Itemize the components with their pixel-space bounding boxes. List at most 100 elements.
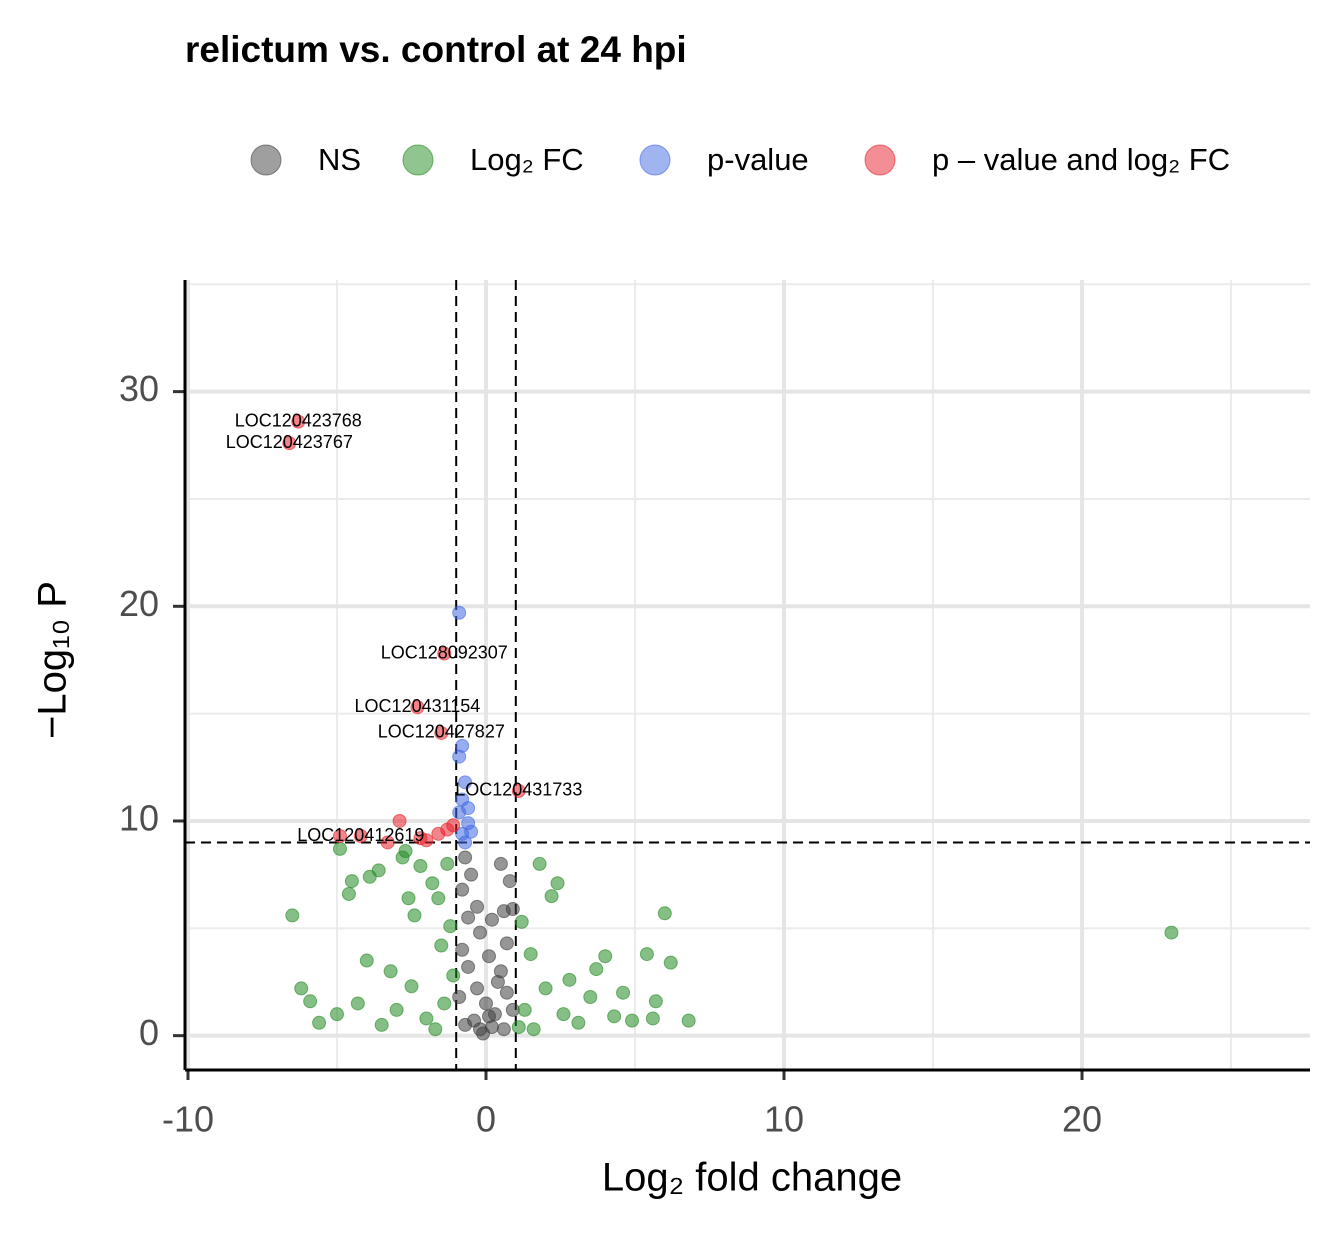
point — [496, 1022, 511, 1037]
point — [446, 818, 461, 833]
point — [401, 891, 416, 906]
point — [556, 1007, 571, 1022]
point — [455, 942, 470, 957]
point — [645, 1011, 660, 1026]
point — [341, 886, 356, 901]
point — [344, 874, 359, 889]
point — [461, 959, 476, 974]
point — [458, 1017, 473, 1032]
point — [407, 908, 422, 923]
point — [616, 985, 631, 1000]
y-tick-label: 0 — [139, 1012, 159, 1053]
point — [461, 910, 476, 925]
legend-marker — [250, 144, 282, 176]
y-tick-label: 10 — [119, 797, 159, 838]
point — [478, 996, 493, 1011]
point — [514, 914, 529, 929]
legend-marker — [864, 144, 896, 176]
point — [470, 899, 485, 914]
point — [470, 981, 485, 996]
point — [681, 1013, 696, 1028]
gene-label: LOC120423767 — [226, 432, 353, 452]
point — [431, 826, 446, 841]
point — [484, 912, 499, 927]
point — [374, 1017, 389, 1032]
legend-marker — [402, 144, 434, 176]
point — [648, 994, 663, 1009]
legend-label: Log₂ FC — [470, 142, 584, 177]
point — [458, 775, 473, 790]
point — [431, 891, 446, 906]
gene-label: LOC120431154 — [355, 696, 481, 716]
point — [639, 947, 654, 962]
point — [383, 964, 398, 979]
point — [380, 835, 395, 850]
point — [434, 725, 449, 740]
point — [443, 919, 458, 934]
point — [625, 1013, 640, 1028]
point — [392, 813, 407, 828]
y-tick-label: 30 — [119, 368, 159, 409]
point — [452, 990, 467, 1005]
point — [493, 964, 508, 979]
point — [419, 833, 434, 848]
point — [571, 1015, 586, 1030]
point — [532, 856, 547, 871]
point — [452, 749, 467, 764]
point — [583, 990, 598, 1005]
point — [282, 436, 297, 451]
point — [434, 938, 449, 953]
point — [499, 936, 514, 951]
point — [285, 908, 300, 923]
point — [473, 1022, 488, 1037]
point — [663, 955, 678, 970]
point — [359, 953, 374, 968]
x-tick-label: 10 — [764, 1099, 804, 1140]
point — [428, 1022, 443, 1037]
point — [538, 981, 553, 996]
point — [511, 783, 526, 798]
point — [505, 901, 520, 916]
x-tick-label: 20 — [1062, 1099, 1102, 1140]
gene-label: LOC120423768 — [235, 410, 362, 430]
point — [291, 414, 306, 429]
point — [329, 1007, 344, 1022]
point — [473, 925, 488, 940]
point — [413, 859, 428, 874]
point — [544, 889, 559, 904]
point — [511, 1020, 526, 1035]
point — [303, 994, 318, 1009]
point — [657, 906, 672, 921]
point — [455, 882, 470, 897]
gene-label: LOC128092307 — [381, 642, 508, 662]
legend-label: p-value — [707, 142, 809, 177]
y-tick-label: 20 — [119, 583, 159, 624]
point — [312, 1015, 327, 1030]
gene-label: LOC120431733 — [455, 780, 582, 800]
point — [464, 824, 479, 839]
point — [458, 835, 473, 850]
point — [493, 856, 508, 871]
point — [353, 829, 368, 844]
point — [1164, 925, 1179, 940]
point — [425, 876, 440, 891]
gene-label: LOC120412619 — [297, 825, 424, 845]
y-axis-title: −Log₁₀ P — [31, 581, 75, 739]
point — [461, 801, 476, 816]
point — [464, 867, 479, 882]
point — [294, 981, 309, 996]
point — [332, 829, 347, 844]
point — [481, 1009, 496, 1024]
point — [562, 972, 577, 987]
point — [550, 876, 565, 891]
point — [505, 1002, 520, 1017]
point — [598, 949, 613, 964]
x-axis-title: Log₂ fold change — [602, 1156, 902, 1200]
point — [607, 1009, 622, 1024]
point — [446, 968, 461, 983]
point — [458, 850, 473, 865]
point — [589, 962, 604, 977]
point — [389, 1002, 404, 1017]
gene-label: LOC120427827 — [378, 722, 505, 742]
